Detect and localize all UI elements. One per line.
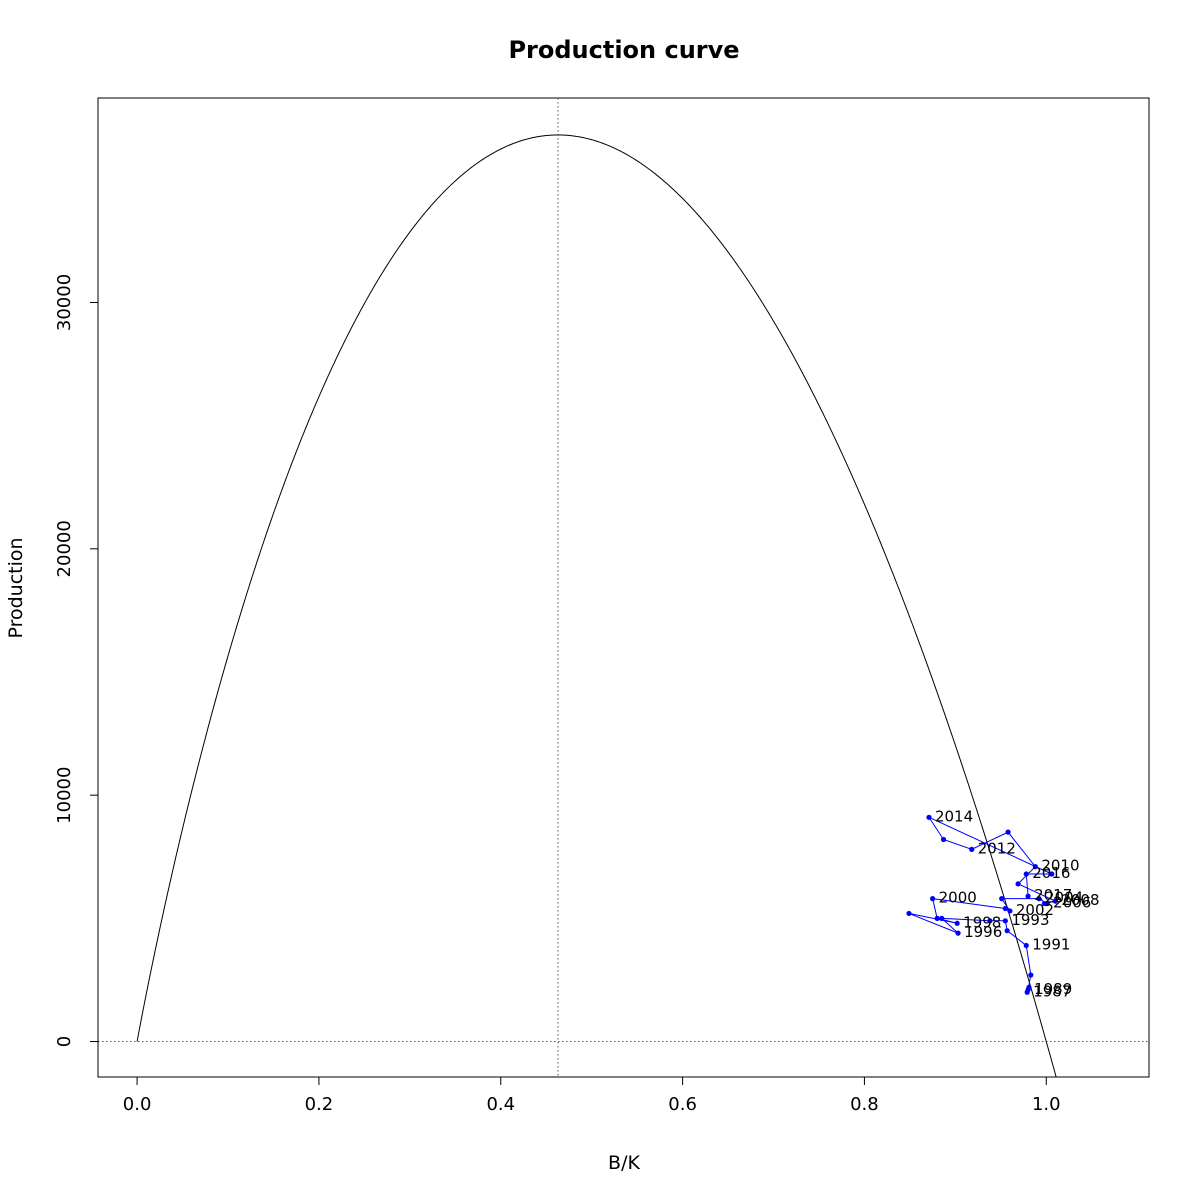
point-2017 — [1025, 893, 1031, 899]
label-2004: 2004 — [1045, 889, 1083, 907]
point-2010 — [1032, 864, 1038, 870]
y-tick-label: 10000 — [54, 767, 75, 824]
label-1991: 1991 — [1032, 935, 1070, 953]
x-tick-label: 0.6 — [668, 1094, 697, 1115]
y-axis: 0 10000 20000 30000 — [54, 274, 99, 1047]
label-2016: 2016 — [1032, 864, 1070, 882]
point-1993 — [1002, 918, 1008, 924]
point-2002 — [1007, 908, 1013, 914]
point-2012 — [969, 846, 975, 852]
point-2004 — [1036, 896, 1042, 902]
label-2008: 2008 — [1061, 891, 1099, 909]
point-2015 — [1049, 871, 1055, 877]
label-2010: 2010 — [1041, 857, 1079, 875]
y-tick-label: 30000 — [54, 274, 75, 331]
point-1990 — [1028, 972, 1034, 978]
point-1995 — [939, 915, 945, 921]
point-2009 — [1015, 881, 1021, 887]
x-tick-label: 0.8 — [850, 1094, 879, 1115]
point-1997 — [906, 910, 912, 917]
label-2000: 2000 — [939, 889, 977, 907]
x-axis-label: B/K — [608, 1152, 640, 1174]
point-2013 — [940, 836, 947, 843]
label-1993: 1993 — [1011, 911, 1049, 929]
x-tick-label: 0.0 — [123, 1094, 152, 1115]
label-2002: 2002 — [1016, 901, 1054, 919]
point-2000 — [930, 896, 936, 902]
point-2008 — [1052, 898, 1058, 904]
label-1987: 1987 — [1033, 982, 1071, 1000]
label-2017: 2017 — [1034, 886, 1072, 904]
point-2001 — [1002, 905, 1008, 912]
point-2014 — [926, 814, 932, 820]
label-1998: 1998 — [963, 913, 1001, 931]
label-2006: 2006 — [1053, 894, 1091, 912]
y-axis-label: Production — [5, 537, 27, 638]
point-1998 — [954, 920, 960, 926]
x-axis: 0.0 0.2 0.4 0.6 0.8 1.0 — [123, 1076, 1061, 1115]
point-1999 — [934, 915, 940, 921]
point-2003 — [999, 896, 1005, 902]
point-1991 — [1023, 942, 1029, 949]
plot-area — [98, 98, 1149, 1077]
label-2014: 2014 — [935, 807, 973, 825]
x-tick-label: 0.2 — [305, 1094, 334, 1115]
point-1989 — [1025, 987, 1031, 993]
label-1996: 1996 — [964, 923, 1002, 941]
point-2007 — [1041, 900, 1048, 907]
x-tick-label: 1.0 — [1032, 1094, 1061, 1115]
point-1996 — [955, 930, 961, 936]
x-tick-label: 0.4 — [486, 1094, 515, 1115]
label-2012: 2012 — [978, 839, 1016, 857]
point-1992 — [1004, 928, 1010, 934]
chart-title: Production curve — [508, 36, 739, 64]
point-2016 — [1023, 871, 1029, 877]
point-1994 — [987, 918, 993, 924]
y-tick-label: 0 — [54, 1036, 75, 1047]
label-1989: 1989 — [1034, 980, 1072, 998]
production-curve-line — [136, 134, 1057, 1077]
y-tick-label: 20000 — [54, 520, 75, 577]
point-2011 — [1005, 829, 1011, 835]
